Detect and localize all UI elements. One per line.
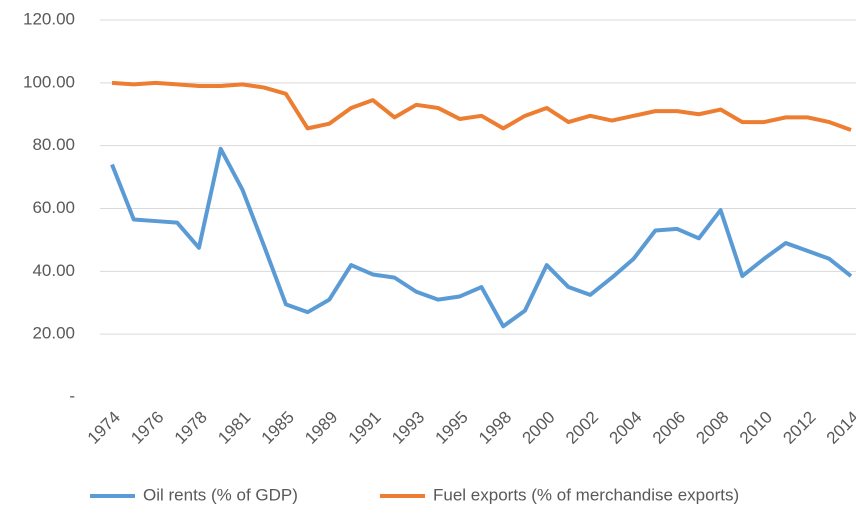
y-tick-label: 40.00 [32, 261, 75, 280]
y-tick-label: 60.00 [32, 198, 75, 217]
y-tick-label: 100.00 [23, 72, 75, 91]
x-tick-label: 1985 [258, 408, 298, 448]
x-tick-label: 1989 [301, 408, 341, 448]
y-tick-label: 20.00 [32, 324, 75, 343]
x-tick-label: 1981 [214, 408, 254, 448]
x-tick-label: 2010 [736, 408, 776, 448]
x-tick-label: 2014 [823, 408, 856, 448]
line-series [110, 146, 853, 329]
legend-label: Fuel exports (% of merchandise exports) [433, 485, 739, 504]
x-tick-label: 1976 [127, 408, 167, 448]
x-tick-label: 1998 [475, 408, 515, 448]
y-tick-label: 120.00 [23, 9, 75, 28]
y-tick-label: - [69, 386, 75, 405]
x-tick-label: 1991 [345, 408, 385, 448]
line-series [111, 80, 852, 132]
x-tick-label: 1993 [388, 408, 428, 448]
x-tick-label: 2004 [605, 408, 645, 448]
x-tick-label: 1978 [171, 408, 211, 448]
x-tick-label: 1995 [432, 408, 472, 448]
x-tick-label: 2012 [779, 408, 819, 448]
y-tick-label: 80.00 [32, 135, 75, 154]
legend-label: Oil rents (% of GDP) [143, 485, 298, 504]
x-tick-label: 2008 [692, 408, 732, 448]
x-tick-label: 1974 [84, 408, 124, 448]
x-tick-label: 2006 [649, 408, 689, 448]
x-tick-label: 2002 [562, 408, 602, 448]
x-tick-label: 2000 [519, 408, 559, 448]
